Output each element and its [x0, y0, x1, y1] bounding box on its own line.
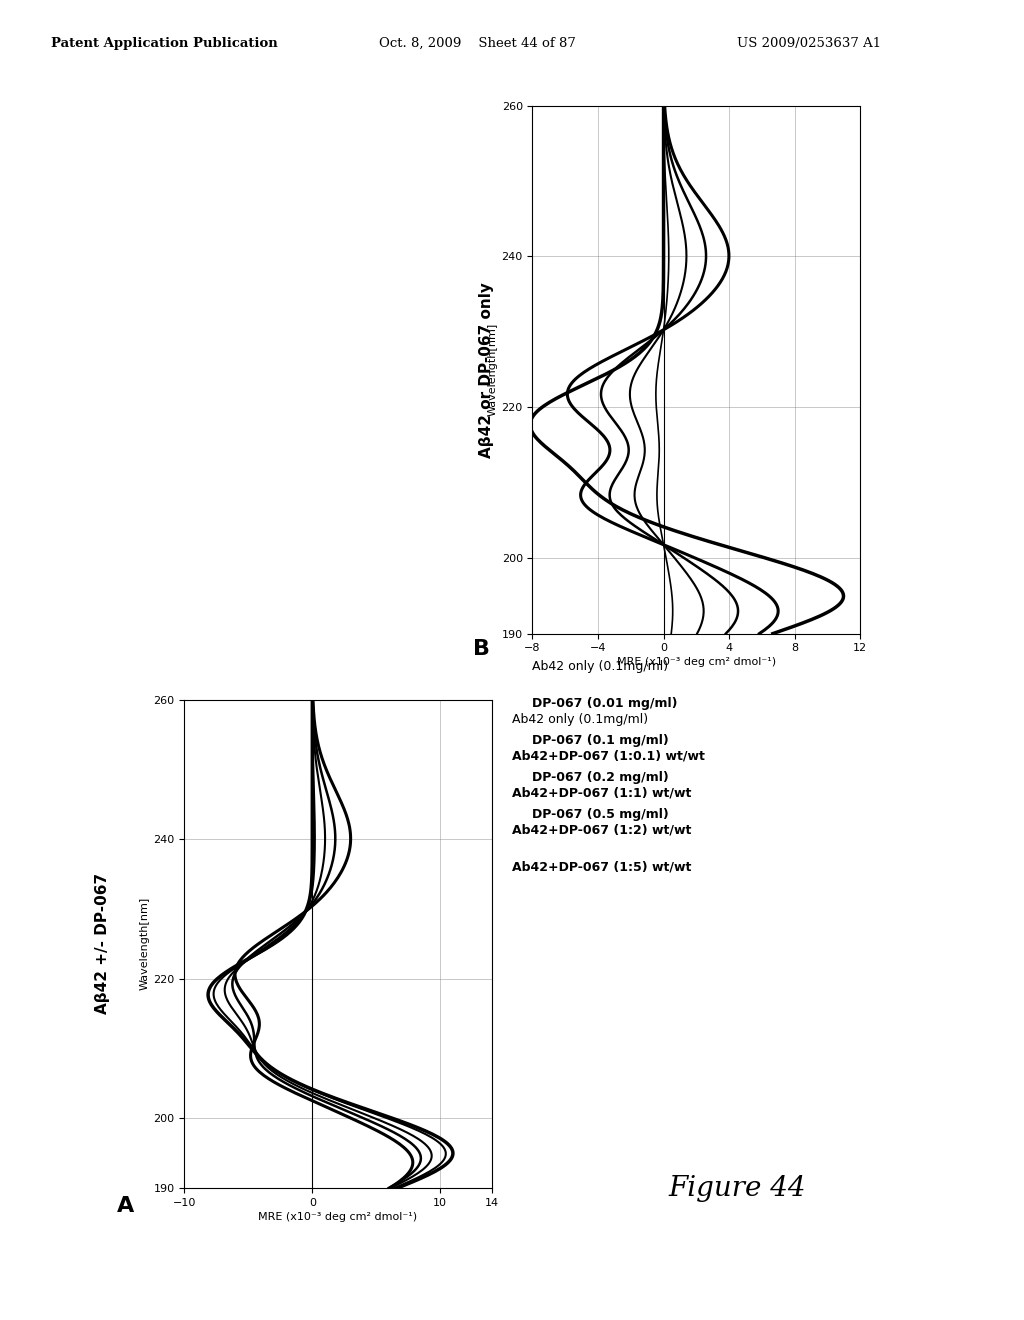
- Text: Ab42+DP-067 (1:2) wt/wt: Ab42+DP-067 (1:2) wt/wt: [512, 824, 691, 837]
- Text: DP-067 (0.5 mg/ml): DP-067 (0.5 mg/ml): [532, 808, 670, 821]
- Text: Ab42+DP-067 (1:0.1) wt/wt: Ab42+DP-067 (1:0.1) wt/wt: [512, 750, 705, 763]
- Text: DP-067 (0.2 mg/ml): DP-067 (0.2 mg/ml): [532, 771, 670, 784]
- Text: Oct. 8, 2009    Sheet 44 of 87: Oct. 8, 2009 Sheet 44 of 87: [379, 37, 575, 50]
- Text: Ab42 only (0.1mg/ml): Ab42 only (0.1mg/ml): [512, 713, 648, 726]
- Text: Ab42+DP-067 (1:5) wt/wt: Ab42+DP-067 (1:5) wt/wt: [512, 861, 691, 874]
- X-axis label: MRE (x10⁻³ deg cm² dmol⁻¹): MRE (x10⁻³ deg cm² dmol⁻¹): [616, 657, 776, 668]
- Text: Aβ42 +/- DP-067: Aβ42 +/- DP-067: [95, 874, 110, 1014]
- Text: A: A: [117, 1196, 134, 1217]
- Text: Figure 44: Figure 44: [669, 1175, 806, 1201]
- Text: B: B: [473, 639, 490, 659]
- Text: Aβ42 or DP-067 only: Aβ42 or DP-067 only: [479, 281, 494, 458]
- Text: Patent Application Publication: Patent Application Publication: [51, 37, 278, 50]
- Y-axis label: Wavelength[nm]: Wavelength[nm]: [139, 898, 150, 990]
- Text: US 2009/0253637 A1: US 2009/0253637 A1: [737, 37, 882, 50]
- X-axis label: MRE (x10⁻³ deg cm² dmol⁻¹): MRE (x10⁻³ deg cm² dmol⁻¹): [258, 1212, 418, 1222]
- Y-axis label: Wavelength[nm]: Wavelength[nm]: [487, 323, 498, 416]
- Text: Ab42+DP-067 (1:1) wt/wt: Ab42+DP-067 (1:1) wt/wt: [512, 787, 691, 800]
- Text: Ab42 only (0.1mg/ml): Ab42 only (0.1mg/ml): [532, 660, 669, 673]
- Text: DP-067 (0.01 mg/ml): DP-067 (0.01 mg/ml): [532, 697, 678, 710]
- Text: DP-067 (0.1 mg/ml): DP-067 (0.1 mg/ml): [532, 734, 670, 747]
